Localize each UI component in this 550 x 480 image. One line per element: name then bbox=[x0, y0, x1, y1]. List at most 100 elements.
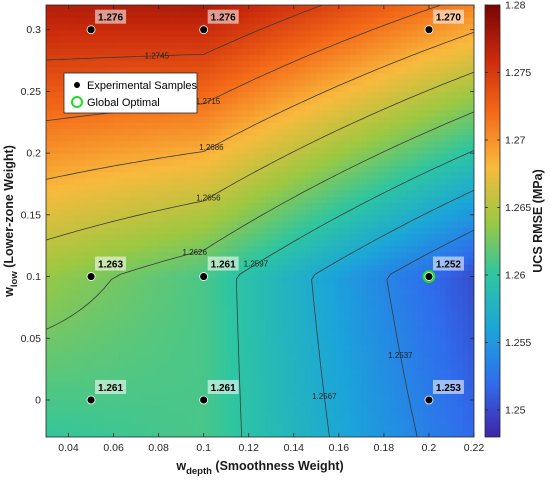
field-cell bbox=[237, 387, 244, 395]
field-cell bbox=[113, 270, 120, 278]
field-cell bbox=[243, 159, 250, 167]
field-cell bbox=[124, 375, 132, 383]
field-cell bbox=[248, 264, 255, 271]
field-cell bbox=[305, 103, 312, 111]
field-cell bbox=[46, 17, 53, 25]
field-cell bbox=[260, 221, 267, 228]
field-cell bbox=[344, 190, 351, 197]
field-cell bbox=[417, 116, 424, 123]
field-cell bbox=[68, 295, 75, 302]
field-cell bbox=[282, 29, 289, 37]
field-cell bbox=[141, 54, 148, 62]
field-cell bbox=[434, 72, 441, 80]
field-cell bbox=[46, 116, 53, 123]
field-cell bbox=[282, 270, 289, 278]
field-cell bbox=[107, 295, 115, 302]
field-cell bbox=[428, 153, 436, 160]
field-cell bbox=[434, 29, 441, 37]
field-cell bbox=[237, 109, 244, 117]
field-cell bbox=[198, 233, 205, 241]
field-cell bbox=[254, 177, 261, 185]
field-cell bbox=[428, 362, 436, 370]
field-cell bbox=[119, 214, 126, 222]
field-cell bbox=[440, 412, 447, 420]
field-cell bbox=[282, 221, 289, 228]
field-cell bbox=[350, 325, 357, 333]
field-cell bbox=[119, 159, 126, 167]
field-cell bbox=[147, 146, 154, 154]
field-cell bbox=[350, 190, 357, 197]
field-cell bbox=[276, 122, 284, 130]
field-cell bbox=[254, 245, 261, 253]
field-cell bbox=[372, 251, 379, 259]
field-cell bbox=[361, 171, 368, 179]
field-cell bbox=[198, 208, 205, 216]
field-cell bbox=[299, 356, 306, 364]
field-cell bbox=[440, 338, 447, 346]
field-cell bbox=[361, 48, 368, 55]
field-cell bbox=[423, 369, 430, 376]
field-cell bbox=[68, 196, 75, 204]
field-cell bbox=[158, 5, 165, 12]
field-cell bbox=[406, 251, 413, 259]
field-cell bbox=[406, 29, 413, 37]
field-cell bbox=[305, 344, 312, 352]
field-cell bbox=[62, 42, 70, 49]
field-cell bbox=[434, 424, 441, 432]
field-cell bbox=[327, 251, 334, 259]
field-cell bbox=[169, 418, 177, 426]
field-cell bbox=[79, 48, 87, 55]
field-cell bbox=[338, 264, 346, 271]
field-cell bbox=[305, 146, 312, 154]
field-cell bbox=[130, 153, 137, 160]
field-cell bbox=[119, 196, 126, 204]
field-cell bbox=[74, 430, 81, 437]
field-cell bbox=[192, 375, 199, 383]
field-cell bbox=[417, 66, 424, 74]
field-cell bbox=[372, 338, 379, 346]
field-cell bbox=[327, 295, 334, 302]
field-cell bbox=[107, 202, 115, 210]
field-cell bbox=[203, 239, 210, 247]
field-cell bbox=[248, 282, 255, 290]
field-cell bbox=[153, 196, 160, 204]
field-cell bbox=[119, 307, 126, 315]
field-cell bbox=[198, 66, 205, 74]
field-cell bbox=[389, 66, 396, 74]
field-cell bbox=[85, 418, 92, 426]
field-cell bbox=[310, 288, 317, 296]
field-cell bbox=[57, 177, 64, 185]
field-cell bbox=[243, 116, 250, 123]
field-cell bbox=[85, 17, 92, 25]
field-cell bbox=[333, 140, 340, 148]
field-cell bbox=[282, 381, 289, 389]
field-cell bbox=[113, 202, 120, 210]
field-cell bbox=[316, 245, 323, 253]
field-cell bbox=[130, 202, 137, 210]
field-cell bbox=[57, 424, 64, 432]
field-cell bbox=[327, 245, 334, 253]
field-cell bbox=[85, 307, 92, 315]
field-cell bbox=[344, 406, 351, 413]
field-cell bbox=[344, 79, 351, 86]
field-cell bbox=[355, 48, 362, 55]
field-cell bbox=[158, 406, 165, 413]
field-cell bbox=[164, 116, 171, 123]
field-cell bbox=[153, 183, 160, 191]
field-cell bbox=[181, 183, 188, 191]
field-cell bbox=[209, 146, 216, 154]
field-cell bbox=[299, 42, 306, 49]
field-cell bbox=[96, 60, 103, 68]
field-cell bbox=[389, 375, 396, 383]
field-cell bbox=[74, 42, 81, 49]
field-cell bbox=[203, 153, 210, 160]
field-cell bbox=[299, 282, 306, 290]
field-cell bbox=[428, 190, 436, 197]
field-cell bbox=[282, 362, 289, 370]
field-cell bbox=[378, 72, 385, 80]
field-cell bbox=[248, 85, 255, 92]
field-cell bbox=[231, 276, 239, 284]
field-cell bbox=[124, 11, 132, 18]
field-cell bbox=[282, 307, 289, 315]
field-cell bbox=[226, 301, 233, 308]
